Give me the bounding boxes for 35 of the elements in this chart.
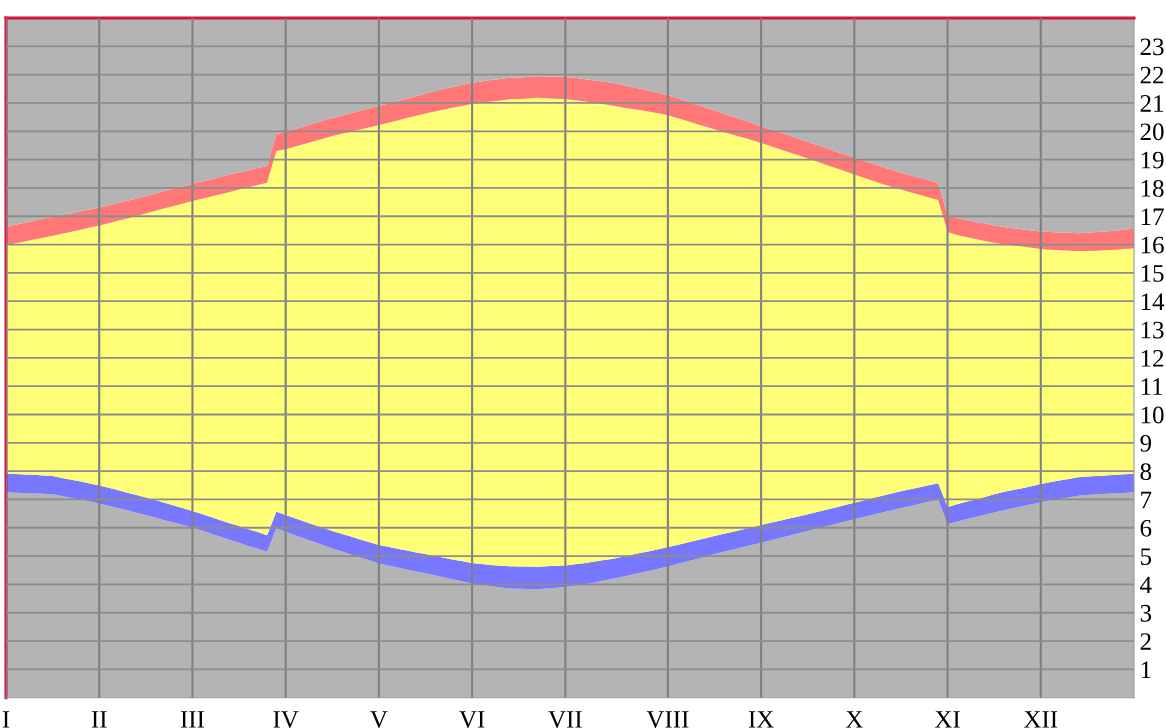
x-tick-label: I	[2, 711, 10, 728]
x-tick-label: X	[845, 711, 863, 728]
y-tick-label: 21	[1140, 95, 1164, 112]
y-tick-label: 19	[1141, 151, 1164, 169]
y-tick-label: 11	[1141, 378, 1163, 395]
y-tick-label: 3	[1140, 604, 1152, 622]
x-tick-label: VI	[459, 711, 485, 728]
y-tick-label: 2	[1140, 633, 1151, 650]
x-tick-label: IX	[748, 711, 774, 728]
y-tick-label: 8	[1140, 463, 1152, 481]
y-tick-label: 10	[1141, 406, 1164, 424]
y-tick-label: 23	[1140, 38, 1164, 56]
y-tick-label: 14	[1141, 293, 1165, 310]
y-tick-label: 16	[1141, 236, 1164, 254]
x-tick-label: XII	[1023, 711, 1058, 728]
y-tick-label: 5	[1141, 548, 1152, 566]
x-tick-label: VII	[548, 711, 582, 728]
x-tick-label: III	[180, 711, 205, 728]
y-tick-label: 12	[1141, 349, 1164, 367]
y-tick-label: 22	[1140, 66, 1164, 84]
y-tick-label: 9	[1140, 434, 1152, 452]
x-tick-label: II	[91, 711, 107, 728]
y-tick-label: 15	[1141, 265, 1164, 282]
y-tick-label: 4	[1140, 576, 1152, 594]
y-tick-label: 7	[1141, 491, 1152, 509]
y-tick-label: 1	[1141, 661, 1151, 679]
y-tick-label: 17	[1141, 208, 1164, 225]
y-tick-label: 18	[1141, 179, 1164, 197]
x-tick-label: IV	[273, 711, 299, 728]
x-tick-label: VIII	[646, 711, 689, 728]
y-tick-label: 20	[1140, 123, 1164, 141]
x-tick-label: V	[370, 711, 388, 728]
y-tick-label: 13	[1141, 321, 1164, 339]
y-tick-label: 6	[1140, 519, 1152, 537]
x-tick-label: XI	[934, 711, 960, 728]
